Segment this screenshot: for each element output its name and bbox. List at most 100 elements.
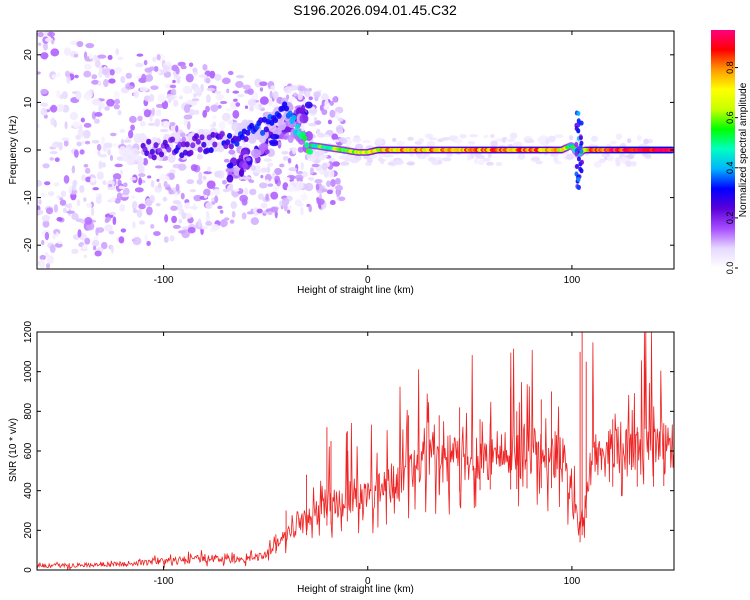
spectral-blob — [219, 100, 228, 105]
spectral-blob — [125, 72, 132, 79]
spectral-blob — [147, 122, 156, 126]
spectral-blob — [176, 78, 181, 84]
spectral-blob — [68, 185, 72, 194]
spectral-blob — [308, 122, 317, 127]
spectral-blob — [136, 209, 143, 218]
snr-panel: -100 0 100 0 200 400 600 800 1000 1200 Height of… — [8, 320, 675, 595]
x-tick-label: -100 — [154, 275, 174, 286]
spectral-blob — [44, 252, 49, 258]
spectral-blob — [97, 80, 102, 87]
spectral-blob — [150, 180, 155, 188]
y-tick-label: 800 — [23, 403, 34, 420]
spectral-blob — [424, 133, 434, 139]
spectral-blob — [46, 255, 55, 264]
spectral-blob — [265, 193, 269, 201]
spectral-blob — [222, 179, 227, 185]
spectral-blob — [338, 196, 346, 202]
spectral-blob — [238, 154, 244, 162]
spectral-blob — [330, 178, 336, 187]
spectral-blob — [71, 183, 77, 192]
spectral-blob — [41, 214, 50, 222]
y-tick-label: 600 — [23, 442, 34, 459]
spectral-blob — [203, 194, 208, 199]
spectral-blob — [205, 77, 211, 84]
spectral-blob — [76, 40, 84, 48]
spectral-blob — [180, 141, 187, 148]
y-tick-label: -10 — [23, 190, 34, 205]
spectral-blob — [196, 153, 203, 160]
spectral-blob — [615, 159, 621, 167]
spectral-blob — [313, 116, 318, 122]
spectral-blob — [361, 139, 372, 144]
spectral-blob — [291, 114, 297, 121]
spectral-blob — [228, 149, 236, 155]
spectral-blob — [221, 77, 231, 85]
spectral-blob — [180, 192, 185, 200]
spectral-blob — [97, 54, 107, 59]
spectral-blob — [197, 218, 202, 228]
spectral-blob — [601, 153, 608, 158]
spectral-blob — [483, 134, 489, 139]
spectral-blob — [56, 217, 63, 222]
spectral-blob — [490, 133, 495, 139]
spectral-blob — [286, 205, 292, 210]
spectral-blob — [210, 123, 216, 128]
spectral-blob — [135, 155, 144, 166]
spectral-blob — [259, 81, 268, 87]
spectral-blob — [208, 147, 214, 154]
spectral-blob — [241, 198, 248, 206]
spectral-blob — [267, 162, 274, 167]
y-tick-label: 400 — [23, 482, 34, 499]
spectral-blob — [246, 157, 251, 162]
spectral-blob — [44, 181, 51, 186]
spectral-blob — [123, 147, 132, 158]
spectral-blob — [244, 105, 249, 109]
spectral-blob — [82, 244, 88, 250]
spectral-blob — [501, 137, 507, 144]
spectral-blob — [235, 74, 245, 79]
snr-y-label: SNR (10 * v/v) — [8, 418, 19, 482]
spectral-blob — [94, 60, 101, 68]
spectral-blob — [260, 202, 268, 209]
spectral-blob — [268, 98, 273, 107]
spectral-blob — [60, 190, 67, 198]
spectral-blob — [108, 78, 116, 84]
spectral-blob — [266, 166, 271, 174]
spectral-blob — [152, 56, 157, 62]
spectral-blob — [72, 121, 81, 128]
spectral-blob — [226, 88, 230, 94]
spectral-blob — [267, 183, 274, 187]
spectral-blob — [167, 153, 176, 164]
spectral-blob — [101, 162, 106, 168]
spectral-blob — [71, 165, 76, 174]
spectral-blob — [56, 72, 61, 77]
spectral-blob — [37, 31, 44, 38]
spectral-blob — [117, 56, 124, 61]
spectral-blob — [66, 203, 71, 209]
spectral-blob — [259, 87, 264, 92]
spectral-blob — [40, 102, 49, 107]
spectral-blob — [38, 199, 42, 205]
spectral-blob — [172, 79, 176, 84]
colorbar-tick-label: 0.6 — [725, 111, 735, 124]
spectral-blob — [250, 217, 259, 226]
spectral-blob — [270, 133, 280, 140]
spectral-blob — [258, 103, 263, 110]
spectral-blob — [120, 194, 130, 198]
x-tick-label: -100 — [154, 576, 174, 587]
spectral-blob — [156, 178, 160, 182]
spectral-blob — [332, 139, 340, 143]
spectral-blob — [200, 226, 208, 230]
spectral-blob — [308, 96, 313, 101]
spectral-blob — [276, 112, 282, 119]
spectral-blob — [119, 169, 124, 175]
spectral-blob — [118, 236, 125, 244]
spectral-blob — [272, 90, 279, 100]
spectral-blob — [55, 232, 59, 237]
spectral-blob — [466, 153, 471, 161]
spectral-blob — [147, 175, 152, 179]
spectral-blob — [180, 132, 186, 138]
spectral-blob — [174, 192, 178, 199]
spectral-blob — [95, 196, 102, 205]
spectral-blob — [553, 155, 559, 163]
